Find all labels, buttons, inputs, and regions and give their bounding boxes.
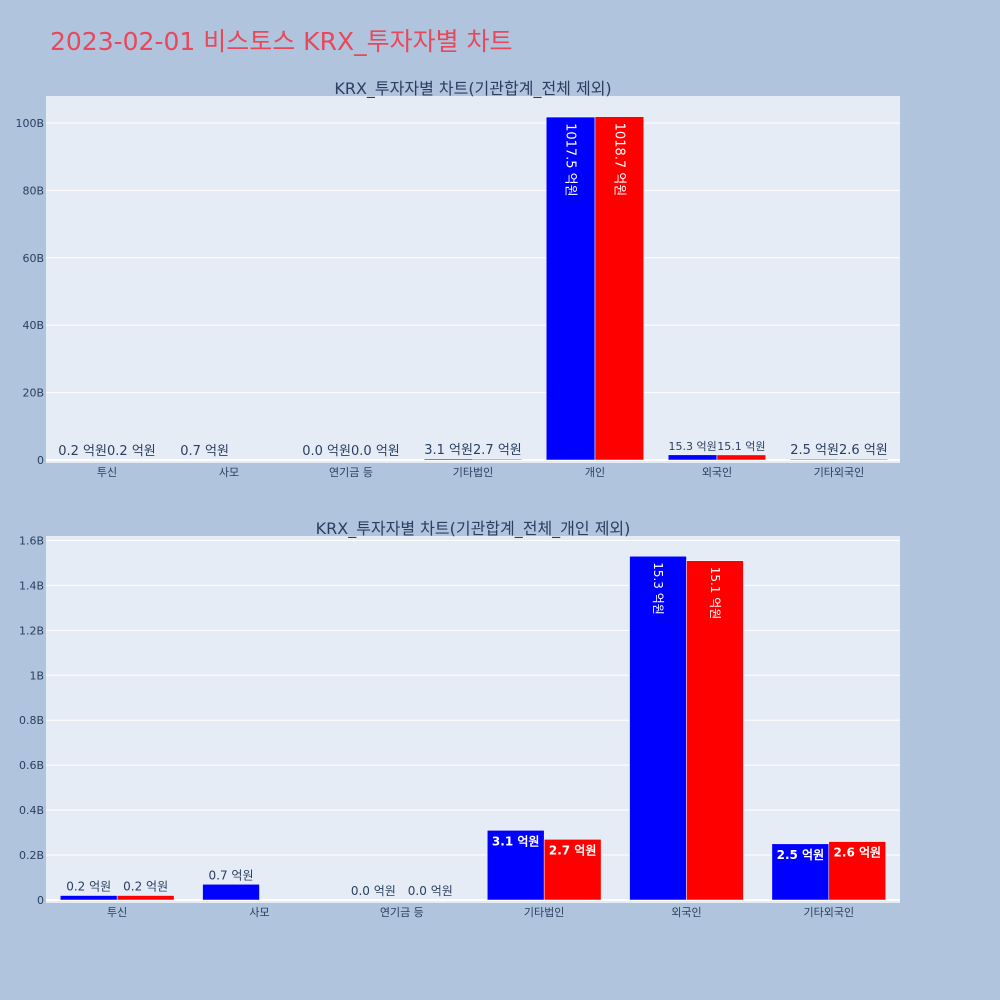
data-label: 2.6 억원 (839, 443, 888, 458)
y-tick-label: 1.6B (19, 534, 44, 547)
bar (472, 458, 523, 461)
data-label: 15.3 억원 (668, 440, 716, 453)
bar (486, 830, 545, 901)
plot-area-1 (46, 96, 900, 463)
page-title: 2023-02-01 비스토스 KRX_투자자별 차트 (50, 27, 513, 56)
x-tick-label: 기타외국인 (814, 466, 865, 479)
data-label: 0.2 억원 (107, 444, 156, 459)
x-tick-label: 사모 (219, 466, 239, 479)
y-tick-label: 0.4B (19, 804, 44, 817)
data-label: 1018.7 억원 (611, 123, 626, 197)
bar (838, 458, 889, 461)
bar (789, 458, 840, 461)
data-label: 0.0 억원 (302, 444, 351, 459)
x-tick-label: 외국인 (702, 466, 732, 479)
data-label: 2.5 억원 (790, 443, 839, 458)
bar (828, 841, 887, 901)
data-label: 3.1 억원 (492, 834, 540, 848)
bar (202, 884, 260, 901)
bar (423, 458, 474, 461)
y-tick-label: 0 (37, 454, 44, 467)
y-tick-label: 80B (22, 184, 44, 197)
data-label: 0.2 억원 (58, 444, 107, 459)
data-label: 15.3 억원 (651, 562, 665, 615)
data-label: 0.0 억원 (408, 884, 453, 898)
bar (716, 454, 767, 461)
data-label: 0.2 억원 (123, 880, 168, 894)
x-tick-label: 기타외국인 (804, 906, 855, 919)
y-tick-label: 0.8B (19, 714, 44, 727)
y-tick-label: 0.6B (19, 759, 44, 772)
chart-title-2: KRX_투자자별 차트(기관합계_전체_개인 제외) (316, 519, 631, 539)
data-label: 2.5 억원 (777, 848, 825, 862)
data-label: 2.7 억원 (473, 443, 522, 458)
x-tick-label: 기타법인 (453, 466, 493, 479)
x-tick-label: 연기금 등 (380, 906, 424, 919)
data-label: 0.0 억원 (351, 444, 400, 459)
x-tick-label: 투신 (97, 466, 117, 479)
chart-title-1: KRX_투자자별 차트(기관합계_전체 제외) (334, 79, 611, 99)
y-tick-label: 1.2B (19, 624, 44, 637)
data-label: 1017.5 억원 (563, 123, 578, 197)
y-tick-label: 1.4B (19, 579, 44, 592)
y-tick-label: 60B (22, 252, 44, 265)
x-tick-label: 투신 (107, 906, 127, 919)
bar (543, 839, 602, 901)
bar (629, 555, 687, 901)
data-label: 3.1 억원 (424, 443, 473, 458)
plot-area-2 (46, 536, 900, 903)
x-tick-label: 외국인 (671, 906, 701, 919)
data-label: 0.0 억원 (351, 884, 396, 898)
y-tick-label: 0 (37, 894, 44, 907)
bar (59, 895, 118, 901)
bar (686, 560, 744, 901)
data-label: 2.7 억원 (549, 843, 597, 857)
data-label: 0.2 억원 (66, 880, 111, 894)
y-tick-label: 0.2B (19, 849, 44, 862)
data-label: 0.7 억원 (209, 868, 254, 882)
data-label: 0.7 억원 (180, 444, 229, 459)
x-tick-label: 사모 (249, 906, 269, 919)
y-tick-label: 1B (29, 669, 44, 682)
y-tick-label: 100B (15, 117, 44, 130)
x-tick-label: 개인 (585, 466, 605, 479)
data-label: 15.1 억원 (717, 440, 765, 453)
bar (667, 454, 718, 461)
data-label: 2.6 억원 (834, 846, 882, 860)
data-label: 15.1 억원 (708, 567, 722, 620)
x-tick-label: 연기금 등 (329, 466, 373, 479)
bar (116, 895, 175, 901)
x-tick-label: 기타법인 (524, 906, 564, 919)
y-tick-label: 40B (22, 319, 44, 332)
bar (594, 116, 645, 461)
y-tick-label: 20B (22, 387, 44, 400)
